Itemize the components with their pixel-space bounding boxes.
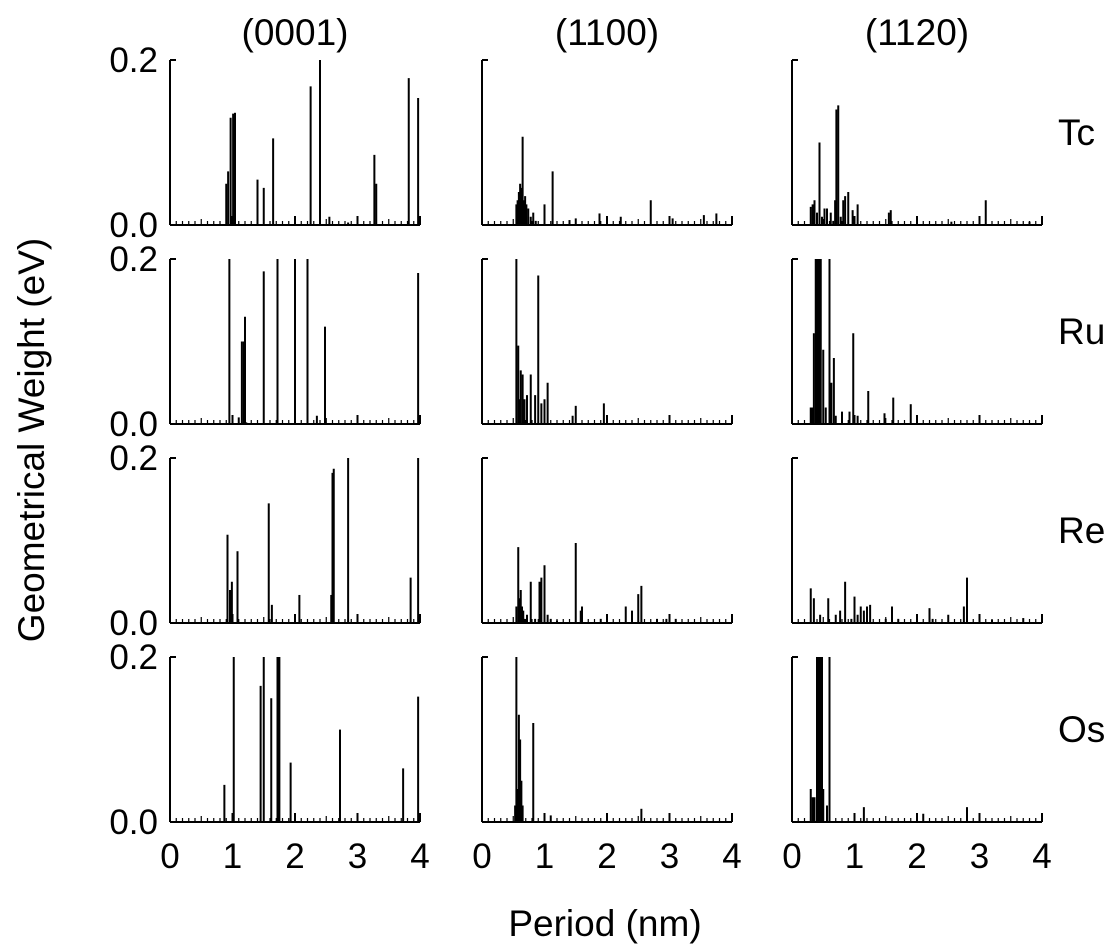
panel: 0.0 0.2 — [109, 240, 421, 444]
y-tick-label: 0.0 — [109, 206, 158, 245]
y-tick-label: 0.0 — [109, 405, 158, 444]
x-tick-label: 3 — [660, 837, 679, 876]
panel — [481, 258, 733, 425]
panel — [791, 59, 1043, 226]
x-tick-label: 2 — [907, 837, 926, 876]
x-tick-label: 3 — [348, 837, 367, 876]
x-tick-label: 1 — [223, 837, 242, 876]
x-tick-label: 1 — [535, 837, 554, 876]
x-tick-label: 2 — [285, 837, 304, 876]
row-label: Ru — [1058, 311, 1105, 352]
x-tick-label: 4 — [410, 837, 429, 876]
y-tick-label: 0.2 — [109, 41, 158, 80]
panel: 0.0 0.2 0 1 2 3 4 — [109, 638, 429, 876]
column-title: (0001) — [242, 12, 349, 53]
x-tick-label: 0 — [472, 837, 491, 876]
row-label: Re — [1058, 510, 1105, 551]
panel — [481, 457, 733, 624]
x-tick-label: 0 — [160, 837, 179, 876]
x-tick-label: 0 — [782, 837, 801, 876]
column-title: (1120) — [865, 12, 969, 53]
y-tick-label: 0.2 — [109, 240, 158, 279]
row-label: Os — [1058, 709, 1105, 750]
y-tick-label: 0.0 — [109, 604, 158, 643]
panel — [791, 457, 1043, 624]
panel-grid: (0001) (1100) (1120)TcRuReOs0.00.20.00.20.… — [109, 12, 1105, 876]
x-tick-label: 1 — [845, 837, 864, 876]
y-tick-label: 0.2 — [109, 439, 158, 478]
y-axis-label: Geometrical Weight (eV) — [11, 238, 52, 642]
panel: 0.0 0.2 — [109, 41, 421, 245]
y-tick-label: 0.0 — [109, 803, 158, 842]
panel: 0.0 0.2 — [109, 439, 421, 643]
x-tick-label: 3 — [970, 837, 989, 876]
x-axis-label: Period (nm) — [508, 903, 701, 944]
y-tick-label: 0.2 — [109, 638, 158, 677]
x-tick-label: 4 — [722, 837, 741, 876]
panel: 0 1 2 3 4 — [472, 656, 742, 876]
x-tick-label: 2 — [597, 837, 616, 876]
panel — [481, 59, 733, 226]
column-title: (1100) — [555, 12, 659, 53]
x-tick-label: 4 — [1032, 837, 1051, 876]
panel — [791, 258, 1043, 425]
panel: 0 1 2 3 4 — [782, 656, 1052, 876]
row-label: Tc — [1058, 112, 1095, 153]
